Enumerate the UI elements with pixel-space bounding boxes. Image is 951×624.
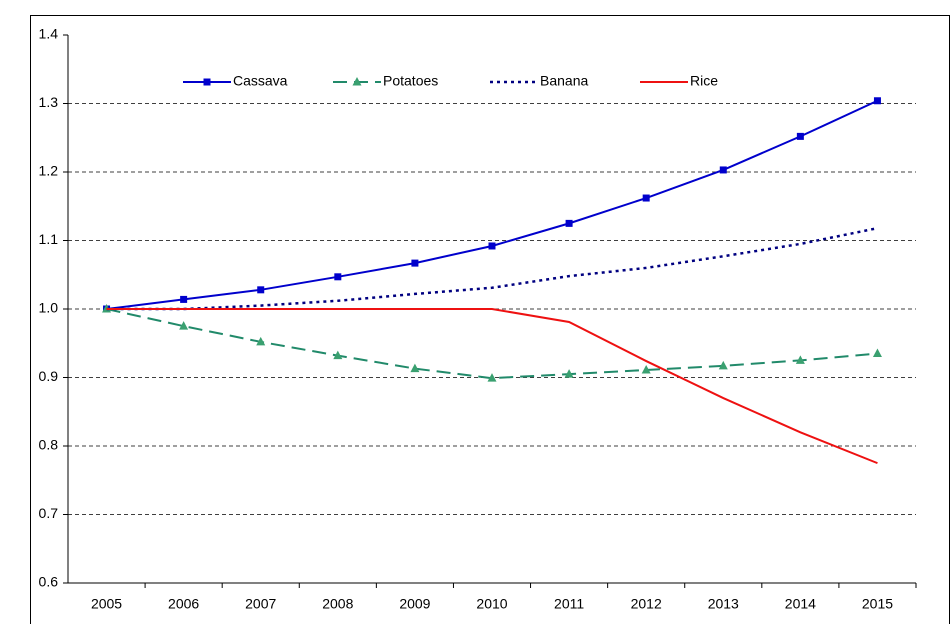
marker <box>488 242 496 250</box>
series-line <box>106 226 878 311</box>
marker <box>180 295 188 303</box>
series-line <box>106 99 878 310</box>
marker <box>719 166 727 174</box>
marker <box>564 369 574 378</box>
marker <box>487 373 497 382</box>
marker <box>872 348 882 358</box>
x-tick-label: 2009 <box>399 596 430 612</box>
x-tick-label: 2014 <box>785 596 816 612</box>
y-tick-label: 0.9 <box>39 368 59 384</box>
marker <box>795 355 805 364</box>
marker <box>410 363 420 373</box>
marker <box>411 259 419 267</box>
series-line <box>106 308 878 465</box>
legend-label: Potatoes <box>383 73 438 89</box>
x-tick-label: 2006 <box>168 596 199 612</box>
marker <box>641 364 651 374</box>
marker <box>256 336 266 346</box>
chart-border <box>30 15 950 624</box>
marker <box>257 286 265 294</box>
marker <box>334 273 342 281</box>
x-tick-label: 2013 <box>708 596 739 612</box>
x-tick-label: 2012 <box>631 596 662 612</box>
legend-label: Banana <box>540 73 588 89</box>
legend-label: Rice <box>690 73 718 89</box>
series-line <box>106 308 878 380</box>
x-tick-label: 2015 <box>862 596 893 612</box>
marker <box>333 350 343 360</box>
x-tick-label: 2010 <box>476 596 507 612</box>
marker <box>873 97 881 105</box>
marker <box>642 194 650 202</box>
marker <box>796 132 804 140</box>
y-tick-label: 0.8 <box>39 437 59 453</box>
y-tick-label: 0.6 <box>39 574 59 590</box>
y-tick-label: 0.7 <box>39 505 59 521</box>
y-tick-label: 1.1 <box>39 231 59 247</box>
y-tick-label: 1.3 <box>39 94 59 110</box>
legend-marker <box>352 77 362 86</box>
x-tick-label: 2008 <box>322 596 353 612</box>
x-tick-label: 2011 <box>554 596 584 612</box>
x-tick-label: 2005 <box>91 596 122 612</box>
marker <box>179 321 189 330</box>
legend-marker <box>203 78 211 86</box>
marker <box>565 219 573 227</box>
legend-label: Cassava <box>233 73 288 89</box>
y-tick-label: 1.4 <box>39 26 59 42</box>
y-tick-label: 1.0 <box>39 300 59 316</box>
x-tick-label: 2007 <box>245 596 276 612</box>
marker <box>718 360 728 370</box>
y-tick-label: 1.2 <box>39 163 59 179</box>
